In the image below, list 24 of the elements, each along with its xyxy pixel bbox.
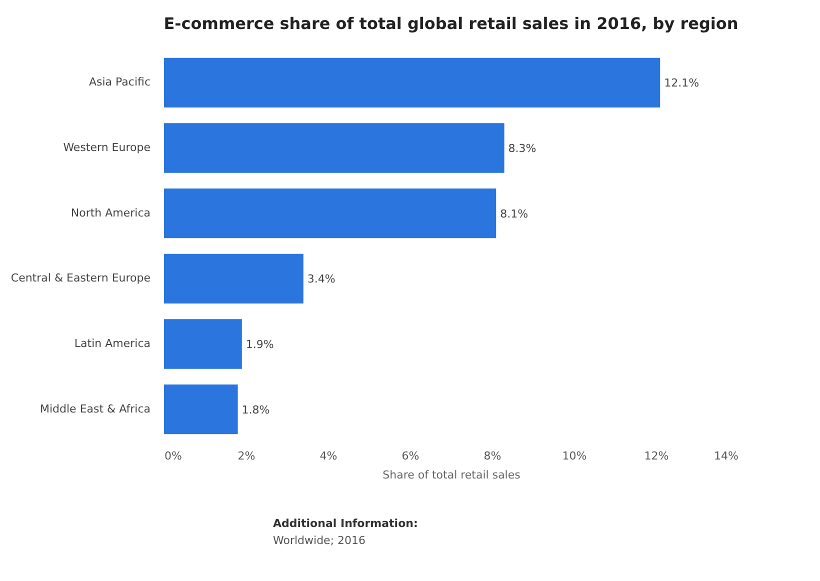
data-label: 1.8% [242,403,270,416]
x-tick-label: 12% [644,450,669,462]
text: Worldwide; 2016 [273,533,367,549]
data-label: 12.1% [664,76,700,90]
x-tick-label: 0% [164,450,182,462]
y-tick-label: Middle East & Africa [40,402,150,416]
x-tick-label: 14% [714,450,738,462]
data-label: 8.1% [500,207,528,220]
x-tick-label: 4% [320,450,338,462]
x-axis-title: Share of total retail sales [382,468,521,482]
data-label: 1.9% [246,338,274,351]
x-tick-label: 8% [484,450,502,462]
y-tick-label: Central & Eastern Europe [10,272,151,285]
chart-title: E-commerce share of total global retail sales in 2016, by region [164,14,738,33]
y-tick-label: Western Europe [63,141,151,154]
data-label: 8.3% [508,142,536,155]
x-tick-label: 10% [562,450,587,462]
y-tick-label: Asia Pacific [88,76,150,89]
y-tick-label: Latin America [74,337,150,350]
x-tick-label: 6% [402,450,420,462]
x-tick-label: 2% [238,450,256,462]
y-tick-label: North America [70,206,150,220]
text: Additional Information: [273,516,418,532]
data-label: 3.4% [307,272,336,286]
